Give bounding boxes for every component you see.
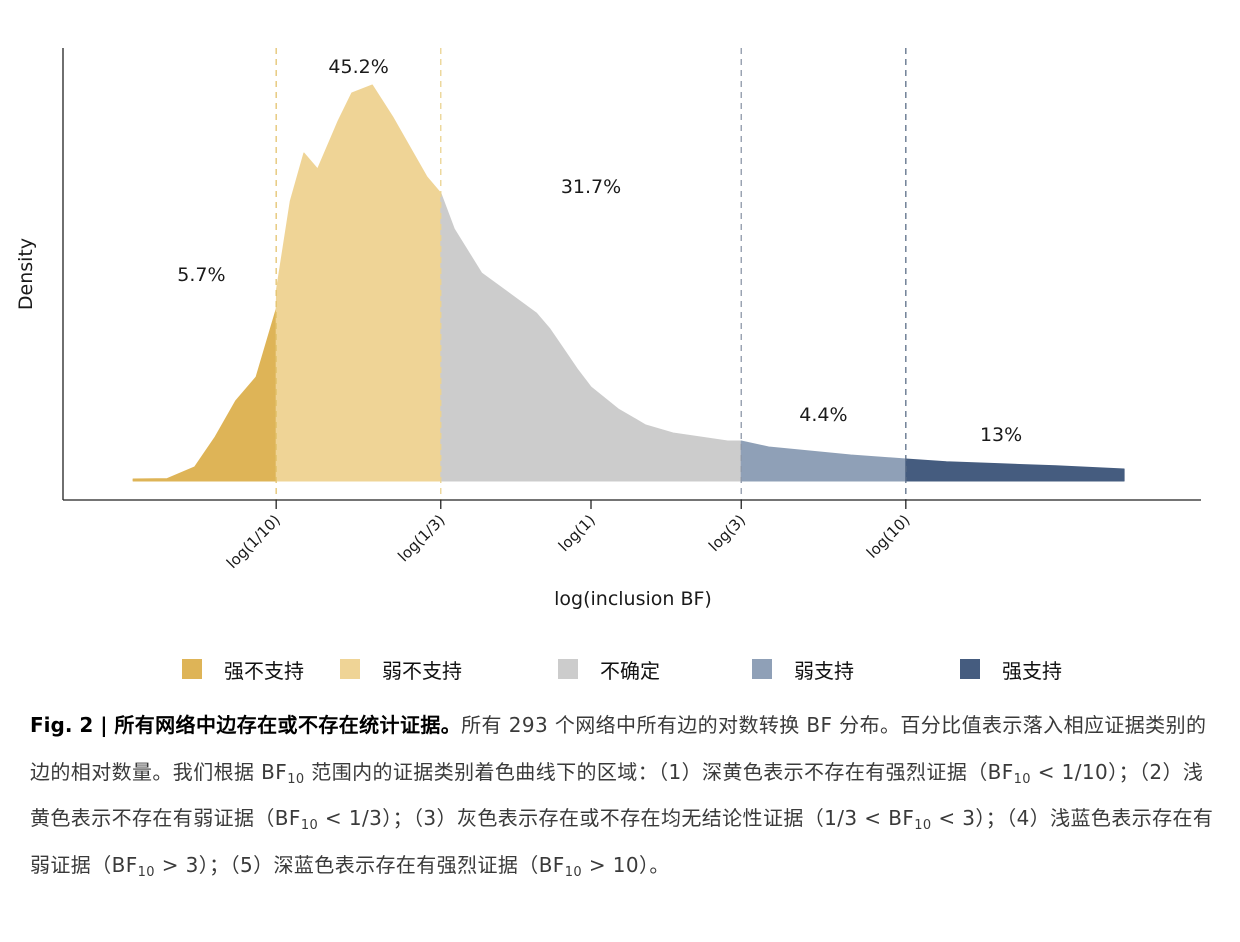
legend-swatch (340, 659, 360, 679)
legend-item-inconclusive: 不确定 (558, 652, 660, 686)
legend-swatch (182, 659, 202, 679)
y-axis-label: Density (15, 238, 37, 310)
caption-title: 所有网络中边存在或不存在统计证据。 (114, 713, 462, 737)
percent-label-1: 45.2% (328, 56, 388, 78)
density-area-4 (905, 458, 1125, 482)
density-area-3 (740, 440, 907, 482)
legend-label: 强支持 (1002, 658, 1062, 683)
legend: 强不支持 弱不支持 不确定 弱支持 强支持 (0, 652, 1240, 686)
legend-swatch (558, 659, 578, 679)
density-area-2 (440, 192, 742, 482)
x-tick-label: log(10) (863, 511, 914, 562)
density-area-0 (132, 308, 277, 482)
legend-item-strong-presence: 强支持 (960, 652, 1062, 686)
caption-sub: 10 (914, 818, 932, 833)
legend-label: 不确定 (600, 658, 660, 683)
x-tick-label: log(1/3) (394, 511, 448, 565)
legend-item-weak-presence: 弱支持 (752, 652, 854, 686)
caption-sub: 10 (300, 818, 319, 833)
legend-swatch (752, 659, 772, 679)
legend-label: 弱不支持 (382, 658, 462, 683)
density-area-1 (275, 84, 442, 482)
caption-sub: 10 (137, 864, 155, 880)
caption-sub: 10 (564, 864, 583, 880)
x-axis-label: log(inclusion BF) (554, 588, 712, 610)
percent-labels: 5.7% 45.2% 31.7% 4.4% 13% (177, 56, 1022, 446)
caption-sub: 10 (287, 771, 305, 787)
caption-sub: 10 (1013, 771, 1031, 787)
x-tick-label: log(1/10) (223, 511, 284, 572)
percent-label-4: 13% (980, 424, 1022, 446)
caption-text-6: > 3）；（5）深蓝色表示存在有强烈证据（BF (154, 852, 565, 877)
caption-text-1: 所有 293 个网络中所有边的对数转换 BF 分布。百分比值表示落入相应证据类别… (30, 713, 1207, 784)
caption-fig-label: Fig. 2 | (30, 713, 108, 737)
threshold-lines (275, 48, 907, 500)
legend-swatch (960, 659, 980, 679)
x-ticks: log(1/10) log(1/3) log(1) log(3) log(10) (223, 500, 914, 572)
percent-label-0: 5.7% (177, 264, 225, 286)
legend-item-weak-absence: 弱不支持 (340, 652, 462, 686)
caption-text-7: > 10）。 (582, 852, 670, 877)
caption-text-2: 范围内的证据类别着色曲线下的区域：（1）深黄色表示不存在有强烈证据（BF (304, 759, 1014, 784)
legend-item-strong-absence: 强不支持 (182, 652, 304, 686)
percent-label-2: 31.7% (561, 176, 621, 198)
density-areas (132, 84, 1125, 482)
caption-text-4: < 1/3）；（3）灰色表示存在或不存在均无结论性证据（1/3 < BF (318, 806, 915, 830)
density-chart: log(1/10) log(1/3) log(1) log(3) log(10) 5.7… (15, 48, 1201, 610)
percent-label-3: 4.4% (799, 404, 847, 426)
legend-label: 强不支持 (224, 658, 304, 683)
caption-text-5: < 3）；（4）浅蓝色表示存在有弱证据（BF (30, 806, 1214, 877)
x-tick-label: log(3) (705, 511, 749, 555)
legend-label: 弱支持 (794, 658, 854, 683)
figure-caption: Fig. 2 | 所有网络中边存在或不存在统计证据。所有 293 个网络中所有边… (30, 702, 1220, 888)
x-tick-label: log(1) (555, 511, 599, 555)
caption-text-3: < 1/10）；（2）浅黄色表示不存在有弱证据（BF (30, 759, 1204, 831)
